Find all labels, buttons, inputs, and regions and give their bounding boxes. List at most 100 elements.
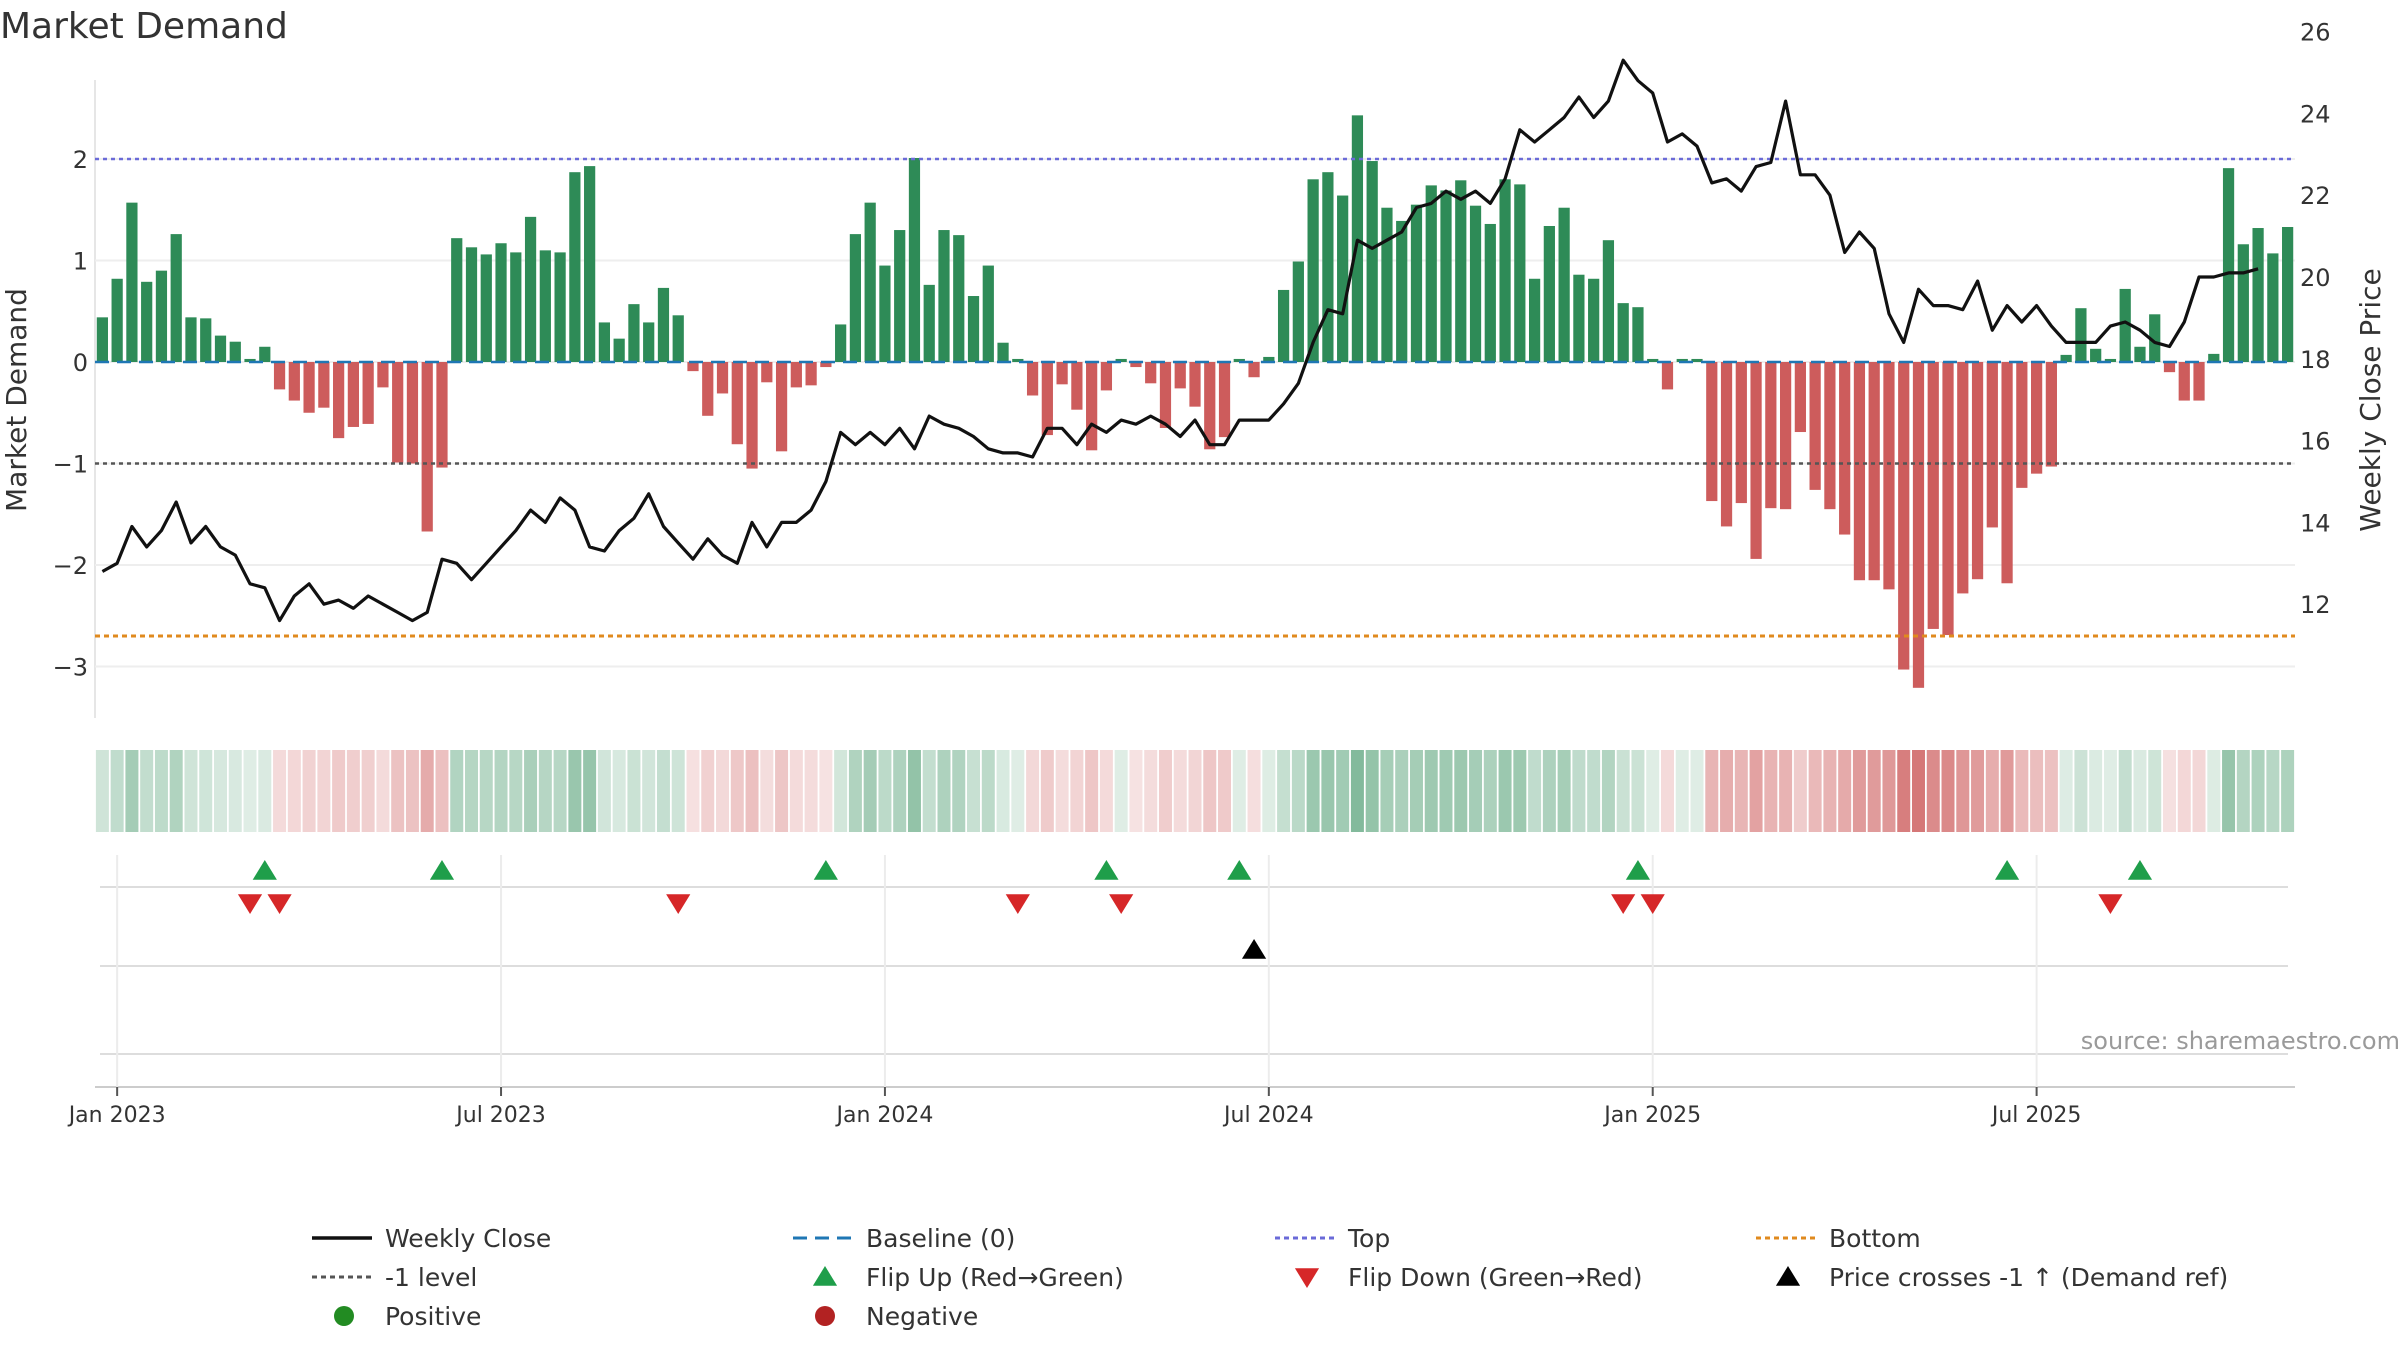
heat-cell: [2118, 750, 2132, 832]
demand-bar: [613, 338, 625, 362]
heat-cell: [1646, 750, 1660, 832]
heat-cell: [1823, 750, 1837, 832]
demand-bar: [657, 287, 670, 362]
heat-cell: [1897, 750, 1911, 832]
reference-lines: [95, 157, 2295, 638]
heat-cell: [671, 750, 685, 832]
demand-bar: [406, 362, 419, 464]
flip-down-marker: [2098, 894, 2123, 914]
heat-cell: [2074, 750, 2088, 832]
chart-title: Market Demand: [0, 6, 288, 47]
legend-label: Flip Up (Red→Green): [866, 1263, 1124, 1292]
demand-bar: [2060, 354, 2072, 362]
heat-cell: [1114, 750, 1128, 832]
demand-bar: [141, 281, 153, 362]
y-axis-left: 2 1 0 −1 −2 −3: [53, 146, 88, 682]
heat-cell: [1631, 750, 1645, 832]
heat-cell: [2281, 750, 2295, 832]
heat-cell: [1454, 750, 1468, 832]
y-axis-right: 26 24 22 20 18 16 14 12: [2300, 19, 2331, 620]
heat-cell: [1985, 750, 1999, 832]
heat-cell: [1291, 750, 1305, 832]
demand-bar: [1396, 220, 1408, 362]
demand-bar: [2252, 228, 2264, 362]
heat-cell: [1779, 750, 1793, 832]
heat-cell: [2015, 750, 2029, 832]
heat-cell: [1498, 750, 1512, 832]
demand-bar: [1381, 207, 1393, 362]
flip-up-marker: [813, 860, 838, 880]
heat-cell: [1321, 750, 1335, 832]
heat-cell: [110, 750, 124, 832]
flip-up-marker: [252, 860, 277, 880]
demand-bar: [303, 362, 315, 413]
demand-bar: [554, 252, 566, 362]
heat-cell: [2133, 750, 2147, 832]
demand-bar: [170, 234, 182, 362]
heat-cell: [420, 750, 434, 832]
demand-bar: [746, 362, 758, 469]
heat-cell: [184, 750, 198, 832]
legend-triangle-swatch: [1775, 1266, 1801, 1286]
heat-cell: [228, 750, 242, 832]
legend-price-cross: Price crosses -1 ↑ (Demand ref): [1775, 1263, 2228, 1292]
flip-down-marker: [237, 894, 263, 914]
demand-bar: [702, 362, 714, 416]
heat-cell: [1587, 750, 1601, 832]
demand-bar: [1868, 362, 1880, 581]
heat-cell: [2177, 750, 2191, 832]
demand-bar: [1809, 362, 1821, 490]
legend-label: Bottom: [1829, 1224, 1921, 1253]
heat-cell: [391, 750, 405, 832]
demand-bar: [1307, 179, 1319, 362]
heat-cell: [1306, 750, 1320, 832]
demand-bar: [1632, 307, 1644, 362]
flip-up-marker: [1227, 860, 1252, 880]
demand-bar: [894, 230, 906, 362]
demand-bar: [1012, 358, 1024, 362]
demand-bar: [761, 362, 773, 383]
demand-bar: [1543, 225, 1555, 362]
demand-bar: [1735, 362, 1747, 504]
heat-cell: [273, 750, 287, 832]
demand-bar: [1425, 185, 1437, 362]
legend-bottom: Bottom: [1756, 1224, 1921, 1253]
demand-bar: [2237, 244, 2249, 362]
heat-cell: [346, 750, 360, 832]
demand-bar: [1588, 278, 1600, 362]
flip-down-marker: [1005, 894, 1030, 914]
heat-cell: [1011, 750, 1025, 832]
demand-bar: [1617, 303, 1629, 362]
demand-bar: [185, 317, 197, 362]
heat-cell: [494, 750, 508, 832]
demand-bar: [2075, 308, 2087, 362]
demand-bar: [982, 265, 994, 362]
demand-bar: [1779, 362, 1792, 510]
heat-cell: [597, 750, 611, 832]
demand-bar: [628, 304, 640, 362]
heat-cell: [1705, 750, 1719, 832]
heat-cell: [1808, 750, 1822, 832]
demand-bar: [2222, 168, 2235, 362]
demand-bar: [2163, 362, 2176, 373]
demand-bar: [569, 172, 581, 362]
lower-vertical-grid: [116, 855, 2038, 1087]
heat-cell: [745, 750, 759, 832]
heat-cell: [1911, 750, 1925, 832]
x-tick-label: Jan 2025: [1602, 1103, 1701, 1128]
demand-bar: [997, 342, 1009, 362]
heat-cell: [1720, 750, 1734, 832]
demand-bar: [1750, 362, 1762, 559]
heat-cell: [332, 750, 346, 832]
heat-cell: [1365, 750, 1379, 832]
heat-cell: [1852, 750, 1866, 832]
demand-bar: [923, 284, 935, 362]
legend-circle-swatch: [815, 1306, 835, 1326]
demand-bar: [524, 216, 537, 362]
heat-cell: [479, 750, 493, 832]
demand-bar: [1647, 358, 1659, 362]
demand-bar: [2104, 358, 2117, 362]
demand-bar: [539, 250, 551, 362]
demand-bar: [480, 254, 492, 362]
